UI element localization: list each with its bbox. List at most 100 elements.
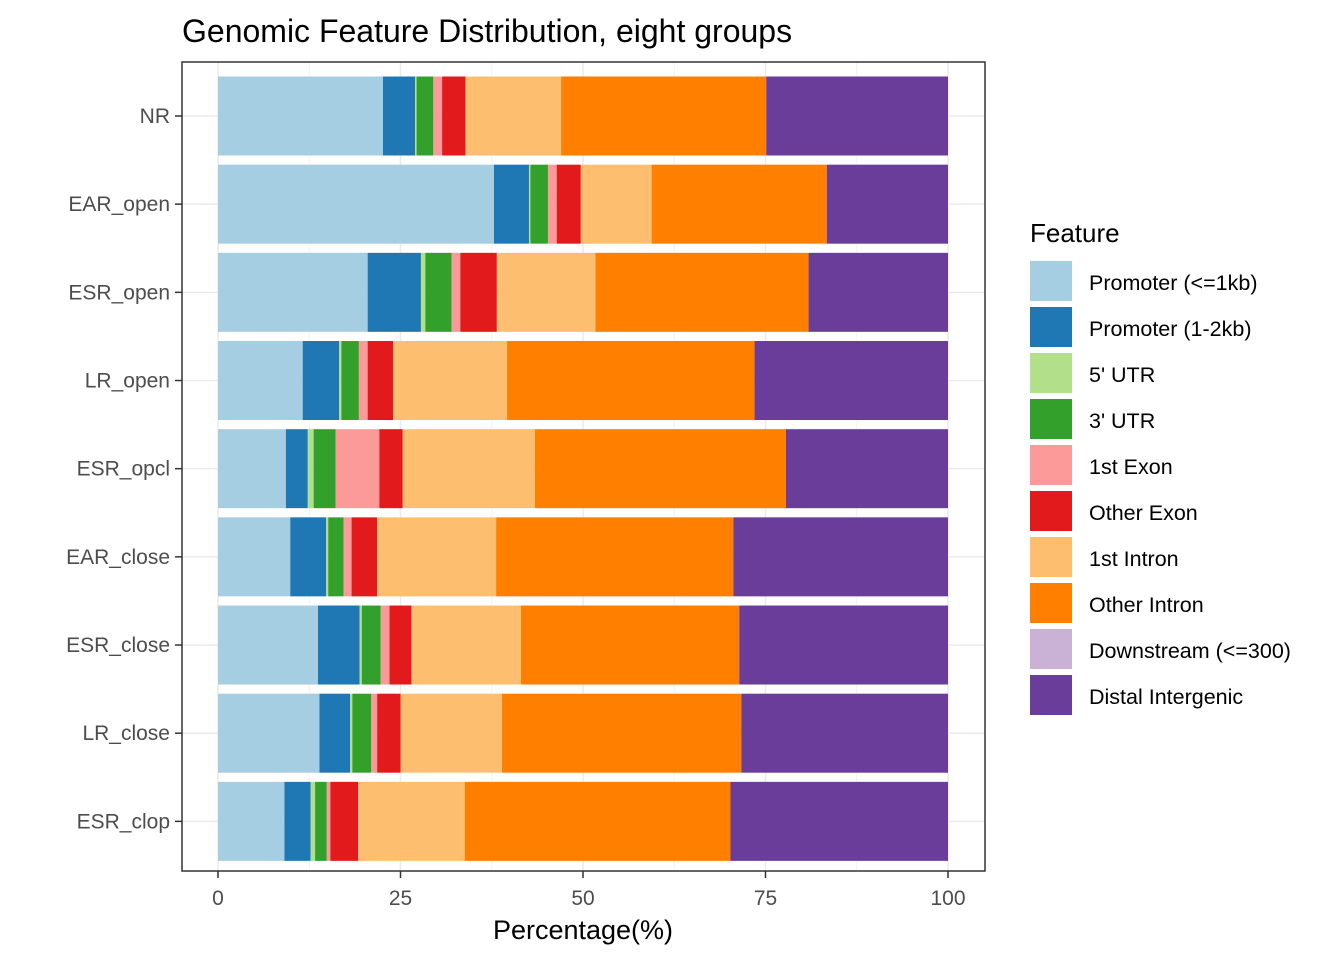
bar-segment	[284, 781, 311, 861]
bar-segment	[330, 781, 359, 861]
bar-segment	[218, 76, 383, 156]
bar-segment	[359, 605, 362, 685]
bar-segment	[561, 76, 767, 156]
legend-label: Promoter (1-2kb)	[1089, 317, 1252, 341]
legend-label: 3' UTR	[1089, 409, 1155, 433]
bar-segment	[379, 429, 403, 509]
bar-segment	[766, 76, 948, 156]
legend-label: Distal Intergenic	[1089, 685, 1243, 709]
bar-segment	[318, 605, 360, 685]
x-tick-label: 25	[389, 887, 412, 910]
y-tick-label: EAR_open	[68, 193, 170, 216]
bar-segment	[530, 164, 548, 244]
bar-segment	[493, 164, 529, 244]
bar-segment	[411, 605, 521, 685]
bar-segment	[367, 341, 394, 421]
legend-key	[1030, 583, 1072, 623]
bar-segment	[350, 693, 353, 773]
legend-label: Promoter (<=1kb)	[1089, 271, 1257, 295]
bar-segment	[402, 429, 535, 509]
bar-segment	[415, 76, 417, 156]
legend-label: Downstream (<=300)	[1089, 639, 1291, 663]
bar-segment	[393, 341, 508, 421]
legend-key	[1030, 353, 1072, 393]
legend-key	[1030, 629, 1072, 669]
bar-segment	[335, 429, 380, 509]
bar-segment	[785, 429, 948, 509]
bar-segment	[218, 693, 320, 773]
bar-segment	[310, 781, 316, 861]
bar-segment	[290, 517, 327, 597]
bar-segment	[352, 693, 372, 773]
bar-segment	[315, 781, 327, 861]
bar-segment	[218, 429, 286, 509]
bar-segment	[302, 341, 340, 421]
bar-segment	[367, 252, 421, 332]
bar-segment	[377, 693, 401, 773]
x-tick-label: 0	[212, 887, 224, 910]
bar-segment	[218, 164, 494, 244]
bar-segment	[218, 517, 291, 597]
legend-label: 1st Exon	[1089, 455, 1173, 479]
legend-key	[1030, 261, 1072, 301]
bar-segment	[351, 517, 378, 597]
bar-segment	[341, 341, 359, 421]
legend-key	[1030, 675, 1072, 715]
bar-segment	[501, 693, 742, 773]
bar-segment	[389, 605, 412, 685]
bar-segment	[730, 781, 948, 861]
y-tick-label: ESR_close	[66, 634, 170, 657]
bar-segment	[528, 164, 531, 244]
bar-segment	[507, 341, 755, 421]
bar-segment	[556, 164, 581, 244]
bar-segment	[358, 341, 368, 421]
y-tick-label: NR	[140, 105, 170, 128]
bar-segment	[808, 252, 948, 332]
bar-segment	[400, 693, 502, 773]
bar-segment	[425, 252, 452, 332]
legend-key	[1030, 537, 1072, 577]
legend-key	[1030, 491, 1072, 531]
bar-segment	[465, 76, 562, 156]
bar-segment	[754, 341, 948, 421]
bars	[218, 76, 948, 861]
bar-segment	[420, 252, 426, 332]
bar-segment	[580, 164, 652, 244]
legend-key	[1030, 445, 1072, 485]
bar-segment	[361, 605, 381, 685]
bar-segment	[496, 252, 596, 332]
axes: NR EAR_open ESR_open LR_open ESR_opcl EAR_clo…	[66, 105, 965, 910]
bar-segment	[464, 781, 731, 861]
x-tick-label: 100	[930, 887, 965, 910]
y-tick-label: ESR_opcl	[77, 458, 170, 481]
legend-label: Other Intron	[1089, 593, 1204, 617]
bar-segment	[371, 693, 378, 773]
bar-segment	[547, 164, 557, 244]
bar-segment	[496, 517, 734, 597]
bar-segment	[307, 429, 314, 509]
legend-label: Other Exon	[1089, 501, 1198, 525]
y-tick-label: EAR_close	[66, 546, 170, 569]
bar-segment	[358, 781, 465, 861]
bar-segment	[520, 605, 740, 685]
bar-segment	[218, 252, 368, 332]
x-axis-title: Percentage(%)	[493, 915, 673, 945]
bar-segment	[285, 429, 308, 509]
legend-title: Feature	[1030, 218, 1120, 248]
y-tick-label: ESR_open	[68, 281, 170, 304]
bar-segment	[328, 517, 344, 597]
bar-segment	[313, 429, 336, 509]
bar-segment	[326, 517, 329, 597]
bar-segment	[319, 693, 351, 773]
bar-segment	[433, 76, 443, 156]
bar-segment	[651, 164, 827, 244]
legend-key	[1030, 307, 1072, 347]
bar-segment	[377, 517, 497, 597]
y-tick-label: LR_close	[82, 722, 170, 745]
legend-label: 1st Intron	[1089, 547, 1179, 571]
legend-key	[1030, 399, 1072, 439]
legend-label: 5' UTR	[1089, 363, 1155, 387]
y-tick-label: LR_open	[85, 370, 170, 393]
bar-segment	[218, 605, 319, 685]
